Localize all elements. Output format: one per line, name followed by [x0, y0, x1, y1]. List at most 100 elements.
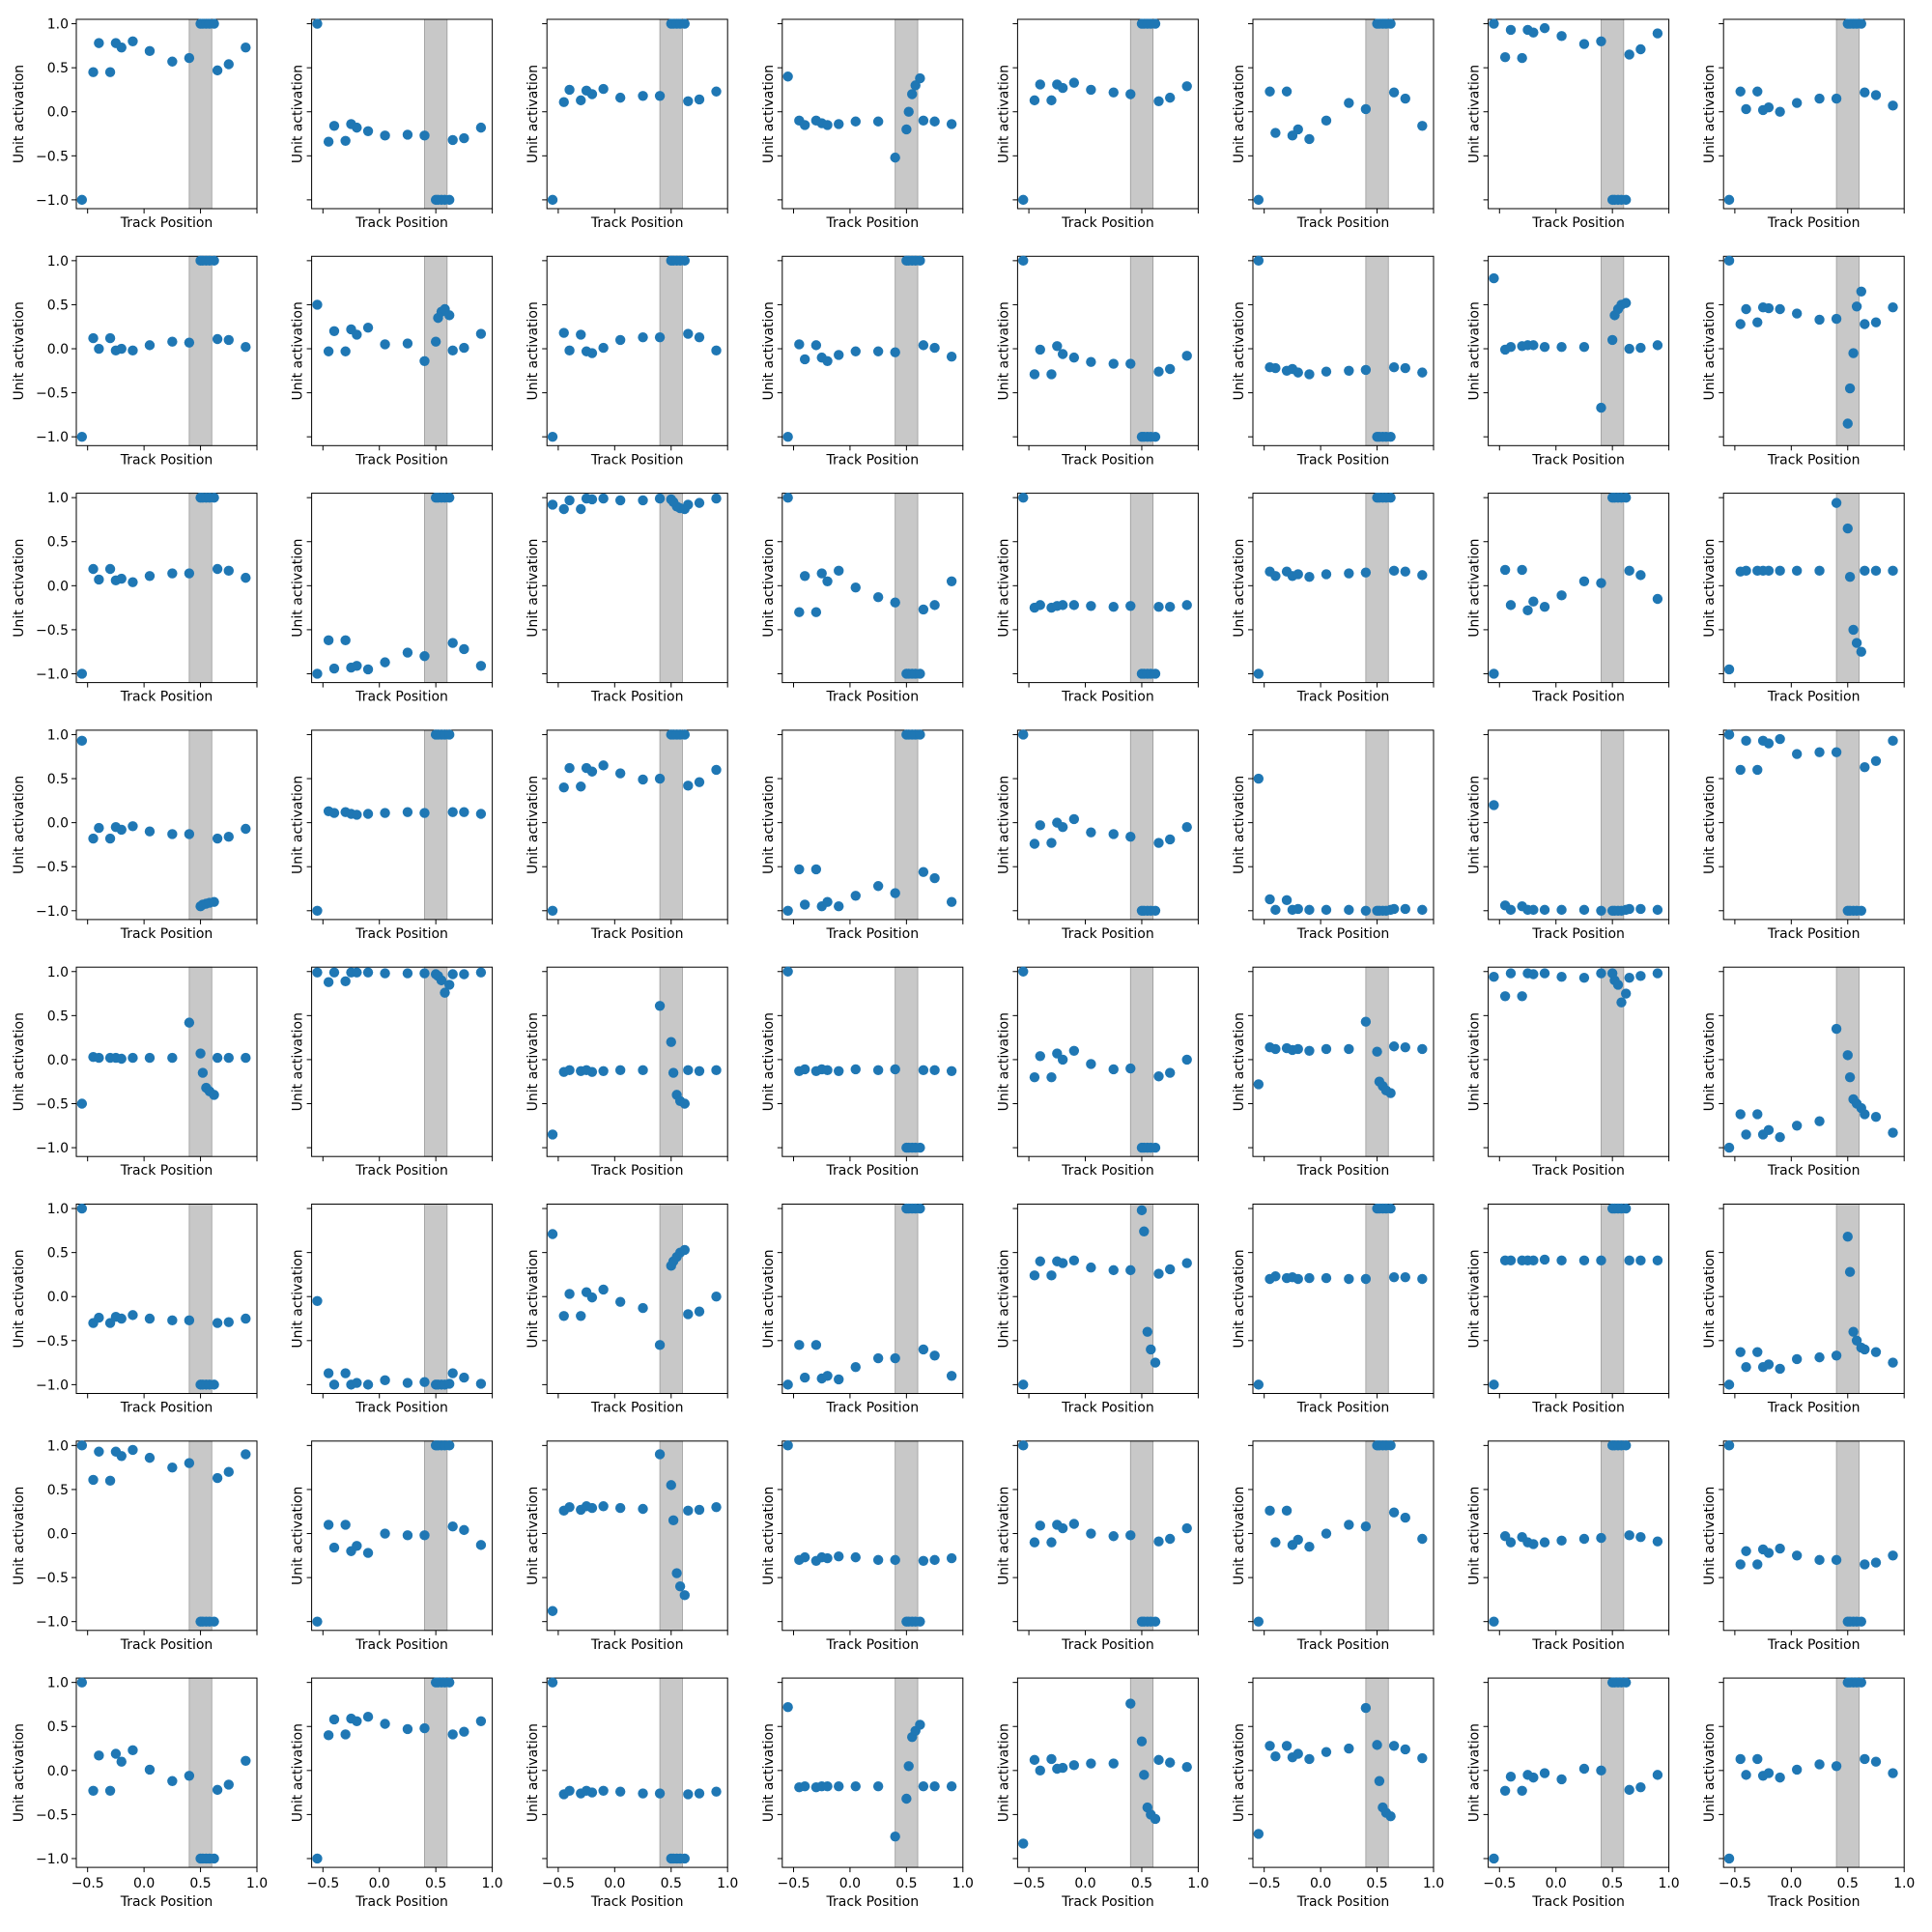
data-point — [380, 808, 390, 818]
data-point — [810, 607, 822, 617]
data-point — [1888, 735, 1898, 747]
data-point — [1741, 565, 1751, 577]
data-point — [1385, 1203, 1396, 1214]
shaded-region — [188, 966, 213, 1157]
shaded-region — [659, 1204, 683, 1394]
axes-frame — [781, 1204, 964, 1394]
data-point — [834, 565, 844, 577]
data-point — [1539, 968, 1550, 979]
data-point — [1635, 971, 1646, 981]
data-point — [1150, 1813, 1161, 1825]
axes-frame — [781, 1440, 964, 1632]
subplot-r2-c1: −1.0 −0.5 0.0 0.5 1.0 Unit activation Track Po… — [12, 254, 258, 468]
data-point — [1057, 821, 1068, 833]
data-point — [1791, 749, 1803, 759]
data-point — [1505, 341, 1517, 353]
data-point — [1264, 86, 1275, 97]
subplot-r5-c7: Unit activation Track Position — [1467, 966, 1670, 1179]
data-point — [323, 1368, 334, 1378]
data-point — [328, 1714, 340, 1725]
data-point — [88, 1474, 99, 1486]
data-point — [1505, 600, 1517, 611]
data-point — [872, 1554, 884, 1566]
data-point — [475, 328, 487, 339]
data-point — [1181, 1258, 1192, 1268]
data-point — [918, 1065, 929, 1076]
data-point — [475, 1540, 487, 1550]
data-point — [872, 1352, 884, 1364]
data-point — [547, 499, 558, 510]
data-point — [1304, 904, 1315, 916]
data-point — [586, 766, 598, 777]
data-point — [1860, 1109, 1870, 1120]
data-point — [711, 1065, 722, 1076]
data-point — [1741, 1129, 1751, 1140]
data-point — [638, 495, 648, 506]
data-point — [184, 52, 195, 64]
subplot-r4-c8: Unit activation Track Position — [1702, 729, 1905, 942]
data-point — [850, 1781, 861, 1792]
data-point — [1029, 1270, 1040, 1281]
data-point — [475, 809, 487, 819]
data-point — [1057, 1054, 1068, 1065]
shaded-region — [659, 1677, 683, 1868]
data-point — [558, 503, 569, 515]
data-point — [918, 867, 929, 877]
x-axis-label: Track Position — [355, 215, 448, 231]
x-axis-label: Track Position — [590, 1163, 684, 1179]
axes-frame — [75, 18, 258, 210]
data-point — [1018, 194, 1029, 206]
data-point — [1844, 383, 1856, 394]
shaded-region — [659, 1440, 683, 1632]
y-axis-label: Unit activation — [12, 1012, 27, 1111]
data-point — [209, 1853, 219, 1864]
x-tick-label: 0.5 — [1131, 1876, 1152, 1891]
data-point — [241, 42, 251, 53]
data-point — [1528, 1255, 1539, 1266]
data-point — [1814, 1759, 1825, 1770]
x-axis-label: Track Position — [120, 452, 213, 468]
y-tick-label: −1.0 — [36, 1378, 69, 1393]
data-point — [340, 1729, 351, 1740]
data-point — [380, 1528, 390, 1539]
data-point — [104, 332, 116, 344]
data-point — [1417, 121, 1428, 131]
data-point — [915, 1616, 925, 1627]
data-point — [1578, 576, 1590, 586]
subplot-r1-c2: Unit activation Track Position — [291, 18, 494, 231]
data-point — [558, 97, 569, 107]
data-point — [915, 668, 925, 679]
data-point — [128, 345, 138, 356]
data-point — [1068, 1760, 1080, 1771]
data-point — [1150, 431, 1161, 442]
data-point — [782, 431, 793, 442]
y-axis-label: Unit activation — [1467, 1012, 1483, 1111]
data-point — [1620, 1440, 1632, 1451]
y-axis-label: Unit activation — [761, 1723, 777, 1822]
data-point — [459, 342, 469, 354]
data-point — [671, 1568, 682, 1578]
data-point — [1153, 1536, 1164, 1547]
data-point — [1293, 1534, 1303, 1546]
data-point — [144, 1052, 156, 1064]
data-point — [890, 1352, 900, 1364]
data-point — [694, 1065, 705, 1076]
data-point — [1400, 1041, 1410, 1053]
y-axis-label: Unit activation — [1467, 1249, 1483, 1348]
data-point — [352, 810, 362, 820]
data-point — [419, 1530, 430, 1541]
data-point — [915, 1203, 925, 1214]
data-point — [116, 1053, 127, 1065]
data-point — [1321, 1272, 1332, 1284]
data-point — [929, 600, 940, 611]
shaded-region — [1129, 966, 1154, 1157]
axes-frame — [311, 729, 494, 921]
subplot-r1-c6: Unit activation Track Position — [1232, 18, 1435, 231]
data-point — [104, 67, 116, 77]
data-point — [799, 899, 810, 910]
y-axis-label: Unit activation — [12, 776, 27, 874]
data-point — [1164, 1264, 1176, 1275]
data-point — [915, 729, 925, 740]
data-point — [1150, 668, 1161, 679]
data-point — [822, 1371, 833, 1381]
